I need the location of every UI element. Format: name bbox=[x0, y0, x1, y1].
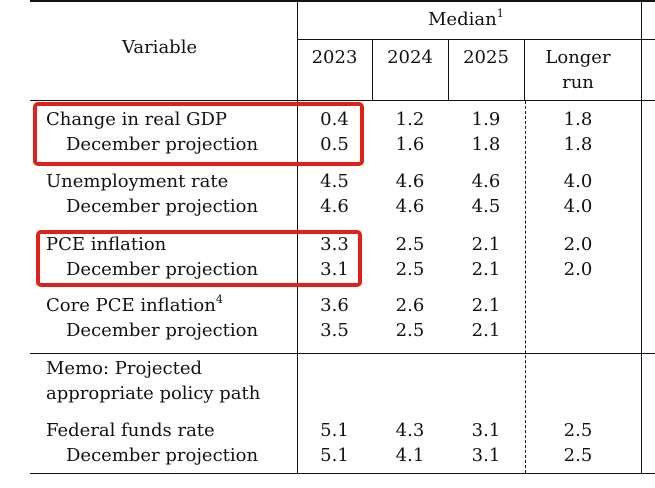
row-6-value-2025: 2.1 bbox=[471, 295, 501, 316]
header-bottom-rule bbox=[30, 100, 655, 101]
memo-line-1: Memo: Projected bbox=[46, 358, 203, 379]
right-edge-rule bbox=[641, 0, 642, 474]
column-divider-2023 bbox=[372, 39, 373, 101]
row-2-value-2025: 4.6 bbox=[471, 171, 501, 192]
row-3-label: December projection bbox=[66, 197, 258, 217]
top-rule bbox=[30, 0, 655, 2]
row-0-value-2023: 0.4 bbox=[320, 109, 349, 130]
highlight-box-gdp bbox=[33, 102, 364, 166]
policy-row-1-label-text: December projection bbox=[66, 445, 259, 466]
policy-row-0-value-2025: 3.1 bbox=[471, 420, 501, 441]
row-0-value-2024: 1.2 bbox=[395, 109, 425, 130]
row-7-value-2025: 2.1 bbox=[471, 320, 501, 341]
row-1-label: December projection bbox=[66, 135, 258, 155]
row-2-value-longer-run: 4.0 bbox=[563, 171, 593, 192]
memo-rule bbox=[30, 353, 655, 354]
row-0-label: Change in real GDP bbox=[46, 110, 227, 130]
row-4-value-longer-run: 2.0 bbox=[563, 234, 593, 255]
policy-row-1-value-2024: 4.1 bbox=[395, 445, 425, 466]
row-3-value-longer-run: 4.0 bbox=[563, 196, 593, 217]
policy-row-0-value-2023: 5.1 bbox=[320, 420, 349, 441]
policy-row-0-value-longer-run: 2.5 bbox=[563, 420, 593, 441]
row-4-value-2023: 3.3 bbox=[320, 234, 349, 255]
row-2-value-2024: 4.6 bbox=[395, 171, 425, 192]
row-2-value-2023: 4.5 bbox=[320, 171, 349, 192]
policy-row-1-value-longer-run: 2.5 bbox=[563, 445, 593, 466]
row-4-value-2025: 2.1 bbox=[471, 234, 501, 255]
row-5-value-2024: 2.5 bbox=[395, 259, 425, 280]
row-6-value-2023: 3.6 bbox=[320, 295, 349, 316]
median-underline bbox=[297, 39, 655, 40]
row-1-value-2025: 1.8 bbox=[471, 134, 501, 155]
year-header-2024: 2024 bbox=[387, 47, 433, 68]
highlight-box-pce bbox=[36, 230, 362, 287]
policy-row-0-label: Federal funds rate bbox=[46, 421, 215, 441]
row-5-label-text: December projection bbox=[66, 259, 259, 280]
dashed-divider-longer-run bbox=[525, 101, 526, 473]
bottom-rule bbox=[30, 473, 655, 474]
row-0-value-2025: 1.9 bbox=[471, 109, 501, 130]
row-5-value-2023: 3.1 bbox=[320, 259, 349, 280]
row-5-value-2025: 2.1 bbox=[471, 259, 501, 280]
row-6-label: Core PCE inflation4 bbox=[46, 293, 223, 316]
row-1-value-longer-run: 1.8 bbox=[563, 134, 593, 155]
median-header: Median1 bbox=[428, 7, 504, 30]
row-7-value-2023: 3.5 bbox=[320, 320, 349, 341]
column-divider-variable bbox=[297, 0, 298, 474]
row-6-footnote: 4 bbox=[215, 293, 223, 306]
policy-row-1-value-2023: 5.1 bbox=[320, 445, 349, 466]
longer-run-header-line1: Longer bbox=[545, 47, 611, 68]
row-3-value-2023: 4.6 bbox=[320, 196, 349, 217]
row-1-value-2023: 0.5 bbox=[320, 134, 349, 155]
policy-row-1-label: December projection bbox=[66, 446, 258, 466]
policy-row-0-value-2024: 4.3 bbox=[395, 420, 425, 441]
row-3-value-2024: 4.6 bbox=[395, 196, 425, 217]
row-3-value-2025: 4.5 bbox=[471, 196, 501, 217]
row-6-label-text: Core PCE inflation bbox=[46, 295, 216, 316]
row-4-value-2024: 2.5 bbox=[395, 234, 425, 255]
row-7-label-text: December projection bbox=[66, 320, 259, 341]
row-2-label: Unemployment rate bbox=[46, 172, 228, 192]
column-divider-2024 bbox=[448, 39, 449, 101]
row-6-value-2024: 2.6 bbox=[395, 295, 425, 316]
row-0-value-longer-run: 1.8 bbox=[563, 109, 593, 130]
row-0-label-text: Change in real GDP bbox=[46, 109, 228, 130]
policy-row-1-value-2025: 3.1 bbox=[471, 445, 501, 466]
row-7-label: December projection bbox=[66, 321, 258, 341]
longer-run-header-line2: run bbox=[562, 72, 594, 93]
column-divider-2025 bbox=[524, 39, 525, 101]
year-header-2025: 2025 bbox=[463, 47, 509, 68]
row-1-label-text: December projection bbox=[66, 134, 259, 155]
row-7-value-2024: 2.5 bbox=[395, 320, 425, 341]
row-5-value-longer-run: 2.0 bbox=[563, 259, 593, 280]
variable-header: Variable bbox=[122, 37, 198, 58]
policy-row-0-label-text: Federal funds rate bbox=[46, 420, 215, 441]
row-3-label-text: December projection bbox=[66, 196, 259, 217]
memo-line-2: appropriate policy path bbox=[46, 383, 261, 404]
row-1-value-2024: 1.6 bbox=[395, 134, 425, 155]
row-4-label: PCE inflation bbox=[46, 235, 166, 255]
row-4-label-text: PCE inflation bbox=[46, 234, 167, 255]
year-header-2023: 2023 bbox=[311, 47, 358, 68]
row-2-label-text: Unemployment rate bbox=[46, 171, 229, 192]
row-5-label: December projection bbox=[66, 260, 258, 280]
median-footnote: 1 bbox=[496, 7, 504, 20]
